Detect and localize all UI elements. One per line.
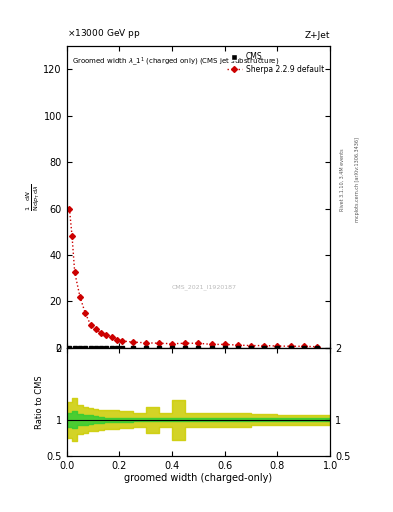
Text: Z+Jet: Z+Jet [305,31,330,40]
Legend: CMS, Sherpa 2.2.9 default: CMS, Sherpa 2.2.9 default [224,50,326,76]
Y-axis label: $\frac{1}{\mathrm{N}}\frac{\mathrm{d}N}{\mathrm{d}p_{\mathrm{T}}\,\mathrm{d}\lam: $\frac{1}{\mathrm{N}}\frac{\mathrm{d}N}{… [25,183,42,211]
Text: CMS_2021_I1920187: CMS_2021_I1920187 [171,285,236,290]
Text: Rivet 3.1.10, 3.4M events: Rivet 3.1.10, 3.4M events [340,148,344,210]
Text: mcplots.cern.ch [arXiv:1306.3436]: mcplots.cern.ch [arXiv:1306.3436] [355,137,360,222]
Y-axis label: Ratio to CMS: Ratio to CMS [35,375,44,429]
Text: $\times$13000 GeV pp: $\times$13000 GeV pp [67,27,140,40]
Text: Groomed width $\lambda\_1^1$ (charged only) (CMS jet substructure): Groomed width $\lambda\_1^1$ (charged on… [72,55,279,68]
X-axis label: groomed width (charged-only): groomed width (charged-only) [125,473,272,483]
